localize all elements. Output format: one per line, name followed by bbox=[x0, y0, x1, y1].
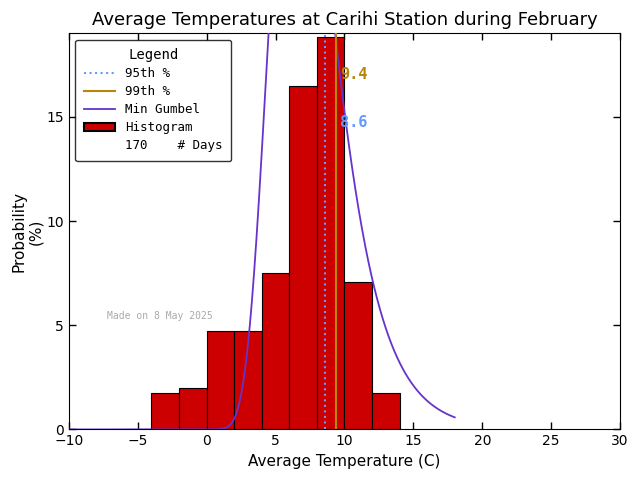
Bar bbox=[179, 388, 207, 430]
Bar bbox=[262, 273, 289, 430]
Legend: 95th %, 99th %, Min Gumbel, Histogram, 170    # Days: 95th %, 99th %, Min Gumbel, Histogram, 1… bbox=[75, 40, 231, 161]
Bar bbox=[344, 282, 372, 430]
Bar bbox=[372, 393, 399, 430]
Bar bbox=[152, 393, 179, 430]
Text: Made on 8 May 2025: Made on 8 May 2025 bbox=[108, 311, 213, 321]
Bar bbox=[234, 331, 262, 430]
Y-axis label: Probability
(%): Probability (%) bbox=[11, 191, 44, 272]
X-axis label: Average Temperature (C): Average Temperature (C) bbox=[248, 454, 441, 469]
Bar bbox=[317, 37, 344, 430]
Bar bbox=[207, 331, 234, 430]
Bar bbox=[289, 86, 317, 430]
Title: Average Temperatures at Carihi Station during February: Average Temperatures at Carihi Station d… bbox=[92, 11, 597, 29]
Text: 9.4: 9.4 bbox=[340, 67, 368, 82]
Text: 8.6: 8.6 bbox=[340, 115, 368, 130]
